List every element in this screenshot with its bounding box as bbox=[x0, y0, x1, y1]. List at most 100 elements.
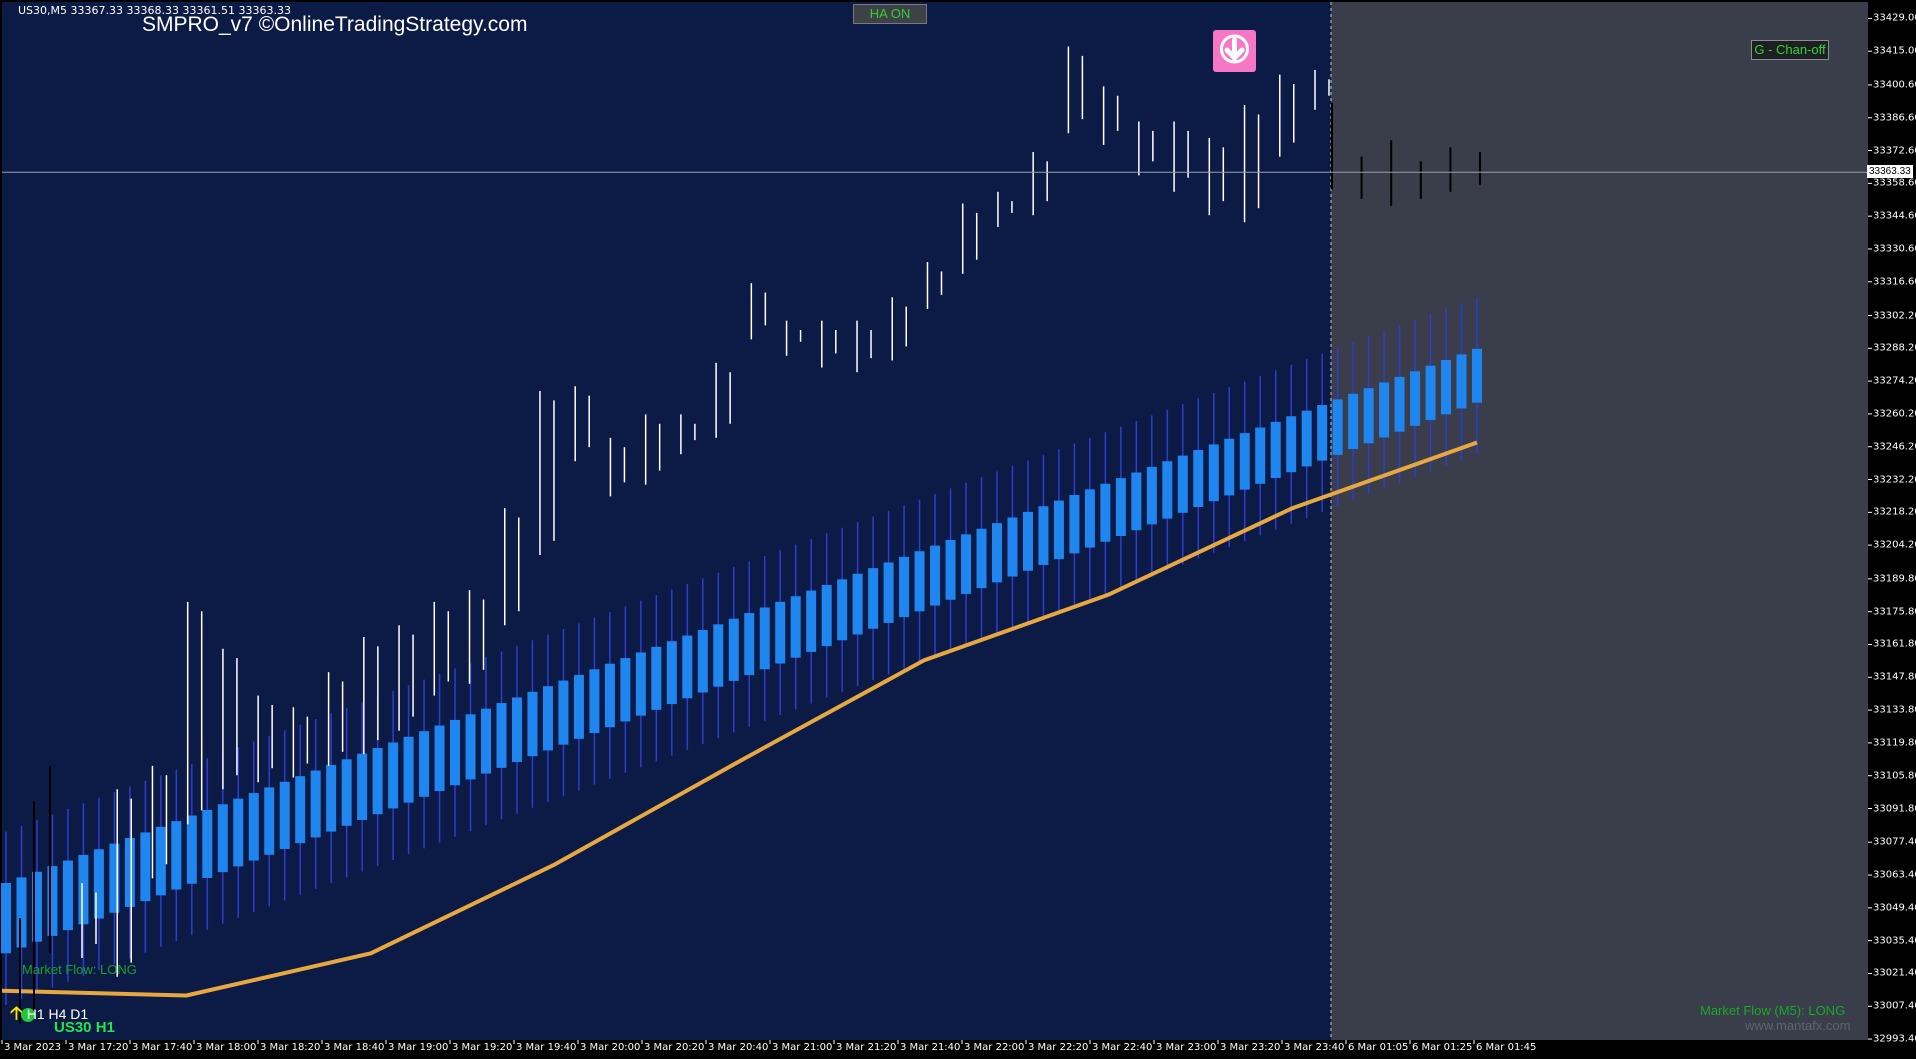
cloud-bar bbox=[899, 556, 910, 618]
cloud-bar bbox=[1363, 388, 1374, 444]
y-tick-label: 33372.60 bbox=[1873, 145, 1916, 157]
cloud-bar bbox=[310, 770, 321, 838]
y-tick-label: 33077.40 bbox=[1873, 836, 1916, 848]
cloud-bar bbox=[1472, 348, 1482, 403]
cloud-bar bbox=[326, 764, 337, 832]
y-tick-label: 33344.60 bbox=[1873, 210, 1916, 222]
cloud-bar bbox=[837, 579, 848, 641]
cloud-bar bbox=[573, 674, 584, 739]
cloud-bar bbox=[558, 680, 569, 745]
cloud-bar bbox=[140, 832, 151, 902]
cloud-bar bbox=[1301, 410, 1312, 467]
y-tick-label: 33021.40 bbox=[1873, 967, 1916, 979]
cloud-bar bbox=[109, 843, 120, 913]
cloud-bar bbox=[961, 534, 972, 594]
cloud-bar bbox=[1239, 433, 1250, 490]
cloud-bar bbox=[589, 669, 600, 734]
x-tick-label: 3 Mar 19:00 bbox=[388, 1042, 449, 1053]
x-tick-label: 3 Mar 18:20 bbox=[260, 1042, 321, 1053]
cloud-bar bbox=[759, 607, 770, 670]
cloud-bar bbox=[1069, 494, 1080, 554]
cloud-bar bbox=[465, 714, 476, 780]
cloud-bar bbox=[1022, 511, 1033, 571]
cloud-bar bbox=[666, 641, 677, 705]
y-tick-label: 33147.80 bbox=[1873, 671, 1916, 683]
y-tick-label: 33161.80 bbox=[1873, 638, 1916, 650]
cloud-bar bbox=[1224, 438, 1235, 496]
cloud-bar bbox=[1425, 365, 1436, 421]
cloud-bar bbox=[186, 815, 197, 884]
y-tick-label: 33189.80 bbox=[1873, 573, 1916, 585]
market-flow-label: Market Flow: LONG bbox=[22, 962, 137, 977]
x-tick-label: 3 Mar 22:40 bbox=[1092, 1042, 1153, 1053]
cloud-bar bbox=[1146, 466, 1157, 525]
cloud-bar bbox=[62, 860, 73, 931]
y-tick-label: 33218.20 bbox=[1873, 506, 1916, 518]
x-tick-label: 6 Mar 01:25 bbox=[1412, 1042, 1473, 1053]
cloud-bar bbox=[1131, 472, 1142, 531]
cloud-bar bbox=[744, 613, 755, 676]
cloud-bar bbox=[47, 866, 58, 936]
cloud-bar bbox=[620, 658, 631, 722]
y-tick-label: 33091.80 bbox=[1873, 803, 1916, 814]
cloud-bar bbox=[434, 725, 445, 792]
watermark: www.mantafx.com bbox=[1745, 1018, 1851, 1033]
y-tick-label: 33415.00 bbox=[1873, 45, 1916, 57]
chan-toggle-button[interactable]: G - Chan-off bbox=[1751, 40, 1829, 60]
cloud-bar bbox=[682, 635, 693, 699]
cloud-bar bbox=[481, 708, 492, 774]
y-tick-label: 33119.80 bbox=[1873, 737, 1916, 749]
cloud-bar bbox=[976, 528, 987, 589]
x-tick-label: 3 Mar 23:20 bbox=[1220, 1042, 1281, 1053]
x-tick-label: 6 Mar 01:05 bbox=[1348, 1042, 1409, 1053]
cloud-bar bbox=[1317, 405, 1328, 461]
cloud-bar bbox=[542, 686, 553, 751]
cloud-bar bbox=[1162, 461, 1173, 519]
x-tick-label: 3 Mar 22:20 bbox=[1028, 1042, 1089, 1053]
green-circle-icon bbox=[20, 1008, 35, 1023]
cloud-bar bbox=[945, 539, 956, 600]
cloud-bar bbox=[1084, 489, 1095, 548]
y-tick-label: 32993.40 bbox=[1873, 1033, 1916, 1045]
cloud-bar bbox=[728, 618, 739, 681]
y-tick-label: 33358.60 bbox=[1873, 177, 1916, 189]
y-tick-label: 33049.40 bbox=[1873, 902, 1916, 914]
cloud-bar bbox=[821, 584, 832, 647]
y-tick-label: 33232.20 bbox=[1873, 474, 1916, 486]
cloud-bar bbox=[233, 798, 244, 867]
cloud-bar bbox=[1053, 500, 1064, 560]
x-tick-label: 3 Mar 21:20 bbox=[836, 1042, 897, 1053]
brand-title: SMPRO_v7 ©OnlineTradingStrategy.com bbox=[142, 13, 528, 36]
cloud-bar bbox=[1177, 455, 1188, 513]
cloud-bar bbox=[635, 652, 646, 716]
symbol-info: US30,M5 33367.33 33368.33 33361.51 33363… bbox=[18, 4, 291, 17]
cloud-bar bbox=[419, 731, 430, 797]
cloud-bar bbox=[1007, 517, 1018, 577]
y-tick-label: 33063.40 bbox=[1873, 869, 1916, 881]
cloud-bar bbox=[1193, 450, 1204, 508]
y-tick-label: 33400.60 bbox=[1873, 79, 1916, 91]
cloud-bar bbox=[124, 838, 135, 907]
cloud-bar bbox=[279, 781, 290, 849]
cloud-bar bbox=[604, 663, 615, 728]
cloud-bar bbox=[93, 849, 104, 919]
cloud-bar bbox=[16, 877, 27, 948]
cloud-bar bbox=[914, 551, 925, 612]
x-tick-label: 3 Mar 20:40 bbox=[708, 1042, 769, 1053]
cloud-bar bbox=[930, 545, 941, 606]
cloud-bar bbox=[31, 871, 42, 942]
moving-average-line bbox=[1, 440, 1478, 998]
cloud-bar bbox=[713, 624, 724, 687]
x-tick-label: 3 Mar 23:00 bbox=[1156, 1042, 1217, 1053]
cloud-bar bbox=[1115, 478, 1126, 536]
cloud-bar bbox=[651, 646, 662, 710]
cloud-bar bbox=[450, 719, 461, 786]
current-price-tag: 33363.33 bbox=[1867, 165, 1913, 179]
cloud-bar bbox=[775, 601, 786, 664]
ha-toggle-button[interactable]: HA ON bbox=[853, 4, 927, 24]
x-tick-label: 3 Mar 22:00 bbox=[964, 1042, 1025, 1053]
cloud-bar bbox=[1456, 354, 1467, 409]
y-tick-label: 33429.00 bbox=[1873, 12, 1916, 24]
